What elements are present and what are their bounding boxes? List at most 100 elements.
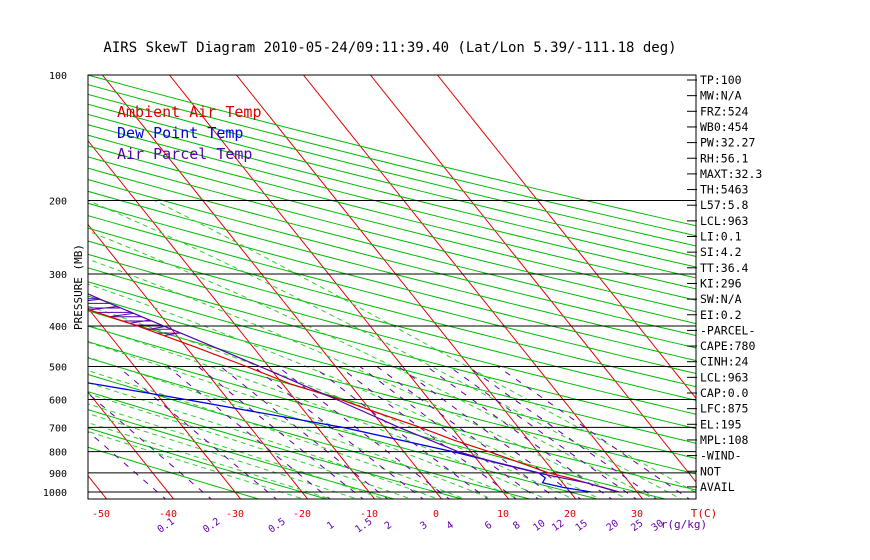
bottom-temperature-labels: -50 -40 -30 -20 -10 0 10 20 30 (92, 509, 643, 520)
mixing-ratio-label: 3 (418, 520, 429, 532)
dry-adiabat-line (88, 156, 696, 313)
mixing-ratio-line (88, 430, 167, 499)
chart-title: AIRS SkewT Diagram 2010-05-24/09:11:39.4… (103, 40, 676, 56)
cape-hatch-line (109, 312, 134, 318)
pressure-tick-label: 700 (49, 423, 67, 434)
moist-adiabat-line (88, 403, 386, 499)
index-label: MPL:108 (700, 433, 749, 447)
moist-adiabat-lines (88, 200, 696, 499)
cape-hatch-line (163, 332, 180, 337)
dry-adiabat-lines (88, 75, 696, 499)
index-label: L57:5.8 (700, 198, 749, 212)
cape-hatch-line (88, 305, 117, 311)
isotherm-line (370, 75, 696, 483)
index-label: EI:0.2 (700, 308, 742, 322)
series-line (88, 293, 620, 493)
cape-hatch-line (129, 319, 150, 324)
mixing-ratio-line (376, 366, 559, 499)
index-label: TP:100 (700, 73, 742, 87)
moist-adiabat-line (88, 356, 494, 499)
index-label: NOT (700, 464, 721, 478)
series-line (88, 382, 592, 493)
bottom-temperature-label: -10 (360, 509, 378, 520)
bottom-temperature-label: 30 (631, 509, 643, 520)
bottom-temperature-label: -40 (159, 509, 177, 520)
mixing-ratio-line (253, 366, 424, 499)
isotherm-line (88, 307, 242, 499)
legend-entry: Dew Point Temp (117, 124, 243, 142)
pressure-tick-label: 400 (49, 322, 67, 333)
mixing-ratio-line (312, 366, 489, 499)
pressure-tick-label: 800 (49, 448, 67, 459)
dry-adiabat-line (88, 227, 696, 388)
cape-hatch-area (88, 298, 181, 337)
pressure-tick-label: 100 (49, 71, 67, 82)
index-label: -PARCEL- (700, 323, 755, 337)
mixing-ratio-unit-label: r(g/kg) (661, 518, 707, 531)
dry-adiabat-line (88, 145, 696, 301)
pressure-tick-label: 900 (49, 469, 67, 480)
index-label: AVAIL (700, 480, 735, 494)
mixing-ratio-line (197, 366, 364, 499)
mixing-ratio-label: 8 (511, 520, 522, 532)
pressure-tick-label: 500 (49, 362, 67, 373)
isobar-lines (88, 200, 696, 493)
dry-adiabat-line (88, 215, 696, 375)
isotherm-lines (88, 75, 696, 499)
mixing-ratio-line (398, 366, 582, 499)
legend-entry: Ambient Air Temp (117, 103, 262, 121)
isotherm-line (437, 75, 696, 400)
index-label: LCL:963 (700, 214, 749, 228)
dry-adiabat-line (88, 409, 397, 499)
index-label: MAXT:32.3 (700, 167, 762, 181)
mixing-ratio-line (277, 366, 451, 499)
moist-adiabat-line (88, 393, 413, 499)
bottom-temperature-label: 0 (433, 509, 439, 520)
mixing-ratio-label: 4 (445, 520, 456, 532)
series-line (88, 308, 620, 493)
pressure-tick-label: 1000 (43, 488, 67, 499)
index-label: TH:5463 (700, 183, 749, 197)
dry-adiabat-line (88, 341, 668, 499)
dry-adiabat-line (88, 310, 696, 475)
moist-adiabat-line (88, 413, 359, 499)
isotherm-line (88, 391, 175, 499)
pressure-tick-labels: 100 200 300 400 500 600 700 800 900 1000 (43, 71, 67, 499)
index-label: WB0:454 (700, 120, 749, 134)
index-label: LCL:963 (700, 370, 749, 384)
y-axis-label: PRESSURE (MB) (72, 244, 85, 330)
dry-adiabat-line (88, 113, 696, 268)
mixing-ratio-line (497, 366, 691, 499)
dry-adiabat-line (88, 167, 696, 325)
moist-adiabat-line (88, 258, 629, 499)
legend-entry: Air Parcel Temp (117, 145, 252, 163)
legend: Ambient Air Temp Dew Point Temp Air Parcel… (117, 103, 262, 163)
mixing-ratio-label: 2 (383, 520, 394, 532)
isotherm-line (88, 223, 309, 499)
moist-adiabat-line (154, 200, 696, 494)
dry-adiabat-line (88, 427, 329, 499)
bottom-temperature-label: -50 (92, 509, 110, 520)
index-label: FRZ:524 (700, 104, 749, 118)
dry-adiabat-line (88, 124, 696, 279)
dry-adiabat-line (88, 134, 696, 290)
index-label: RH:56.1 (700, 151, 749, 165)
plot-frame (87, 74, 697, 500)
mixing-ratio-lines (88, 366, 691, 499)
index-label: CAP:0.0 (700, 386, 749, 400)
index-label: LFC:875 (700, 402, 748, 416)
index-label: MW:N/A (700, 89, 742, 103)
bottom-temperature-label: 10 (497, 509, 509, 520)
dry-adiabat-line (88, 190, 696, 349)
mixing-ratio-line (167, 366, 331, 499)
mixing-ratio-line (88, 392, 212, 499)
cape-hatch-line (88, 298, 101, 302)
temperature-unit-label: T(C) (691, 507, 718, 520)
moist-adiabat-line (88, 230, 655, 499)
sounding-profiles (88, 293, 620, 493)
dry-adiabat-line (88, 373, 532, 499)
dry-adiabat-line (88, 253, 696, 415)
index-label: CINH:24 (700, 355, 749, 369)
index-label: PW:32.27 (700, 136, 755, 150)
bottom-temperature-label: -20 (293, 509, 311, 520)
